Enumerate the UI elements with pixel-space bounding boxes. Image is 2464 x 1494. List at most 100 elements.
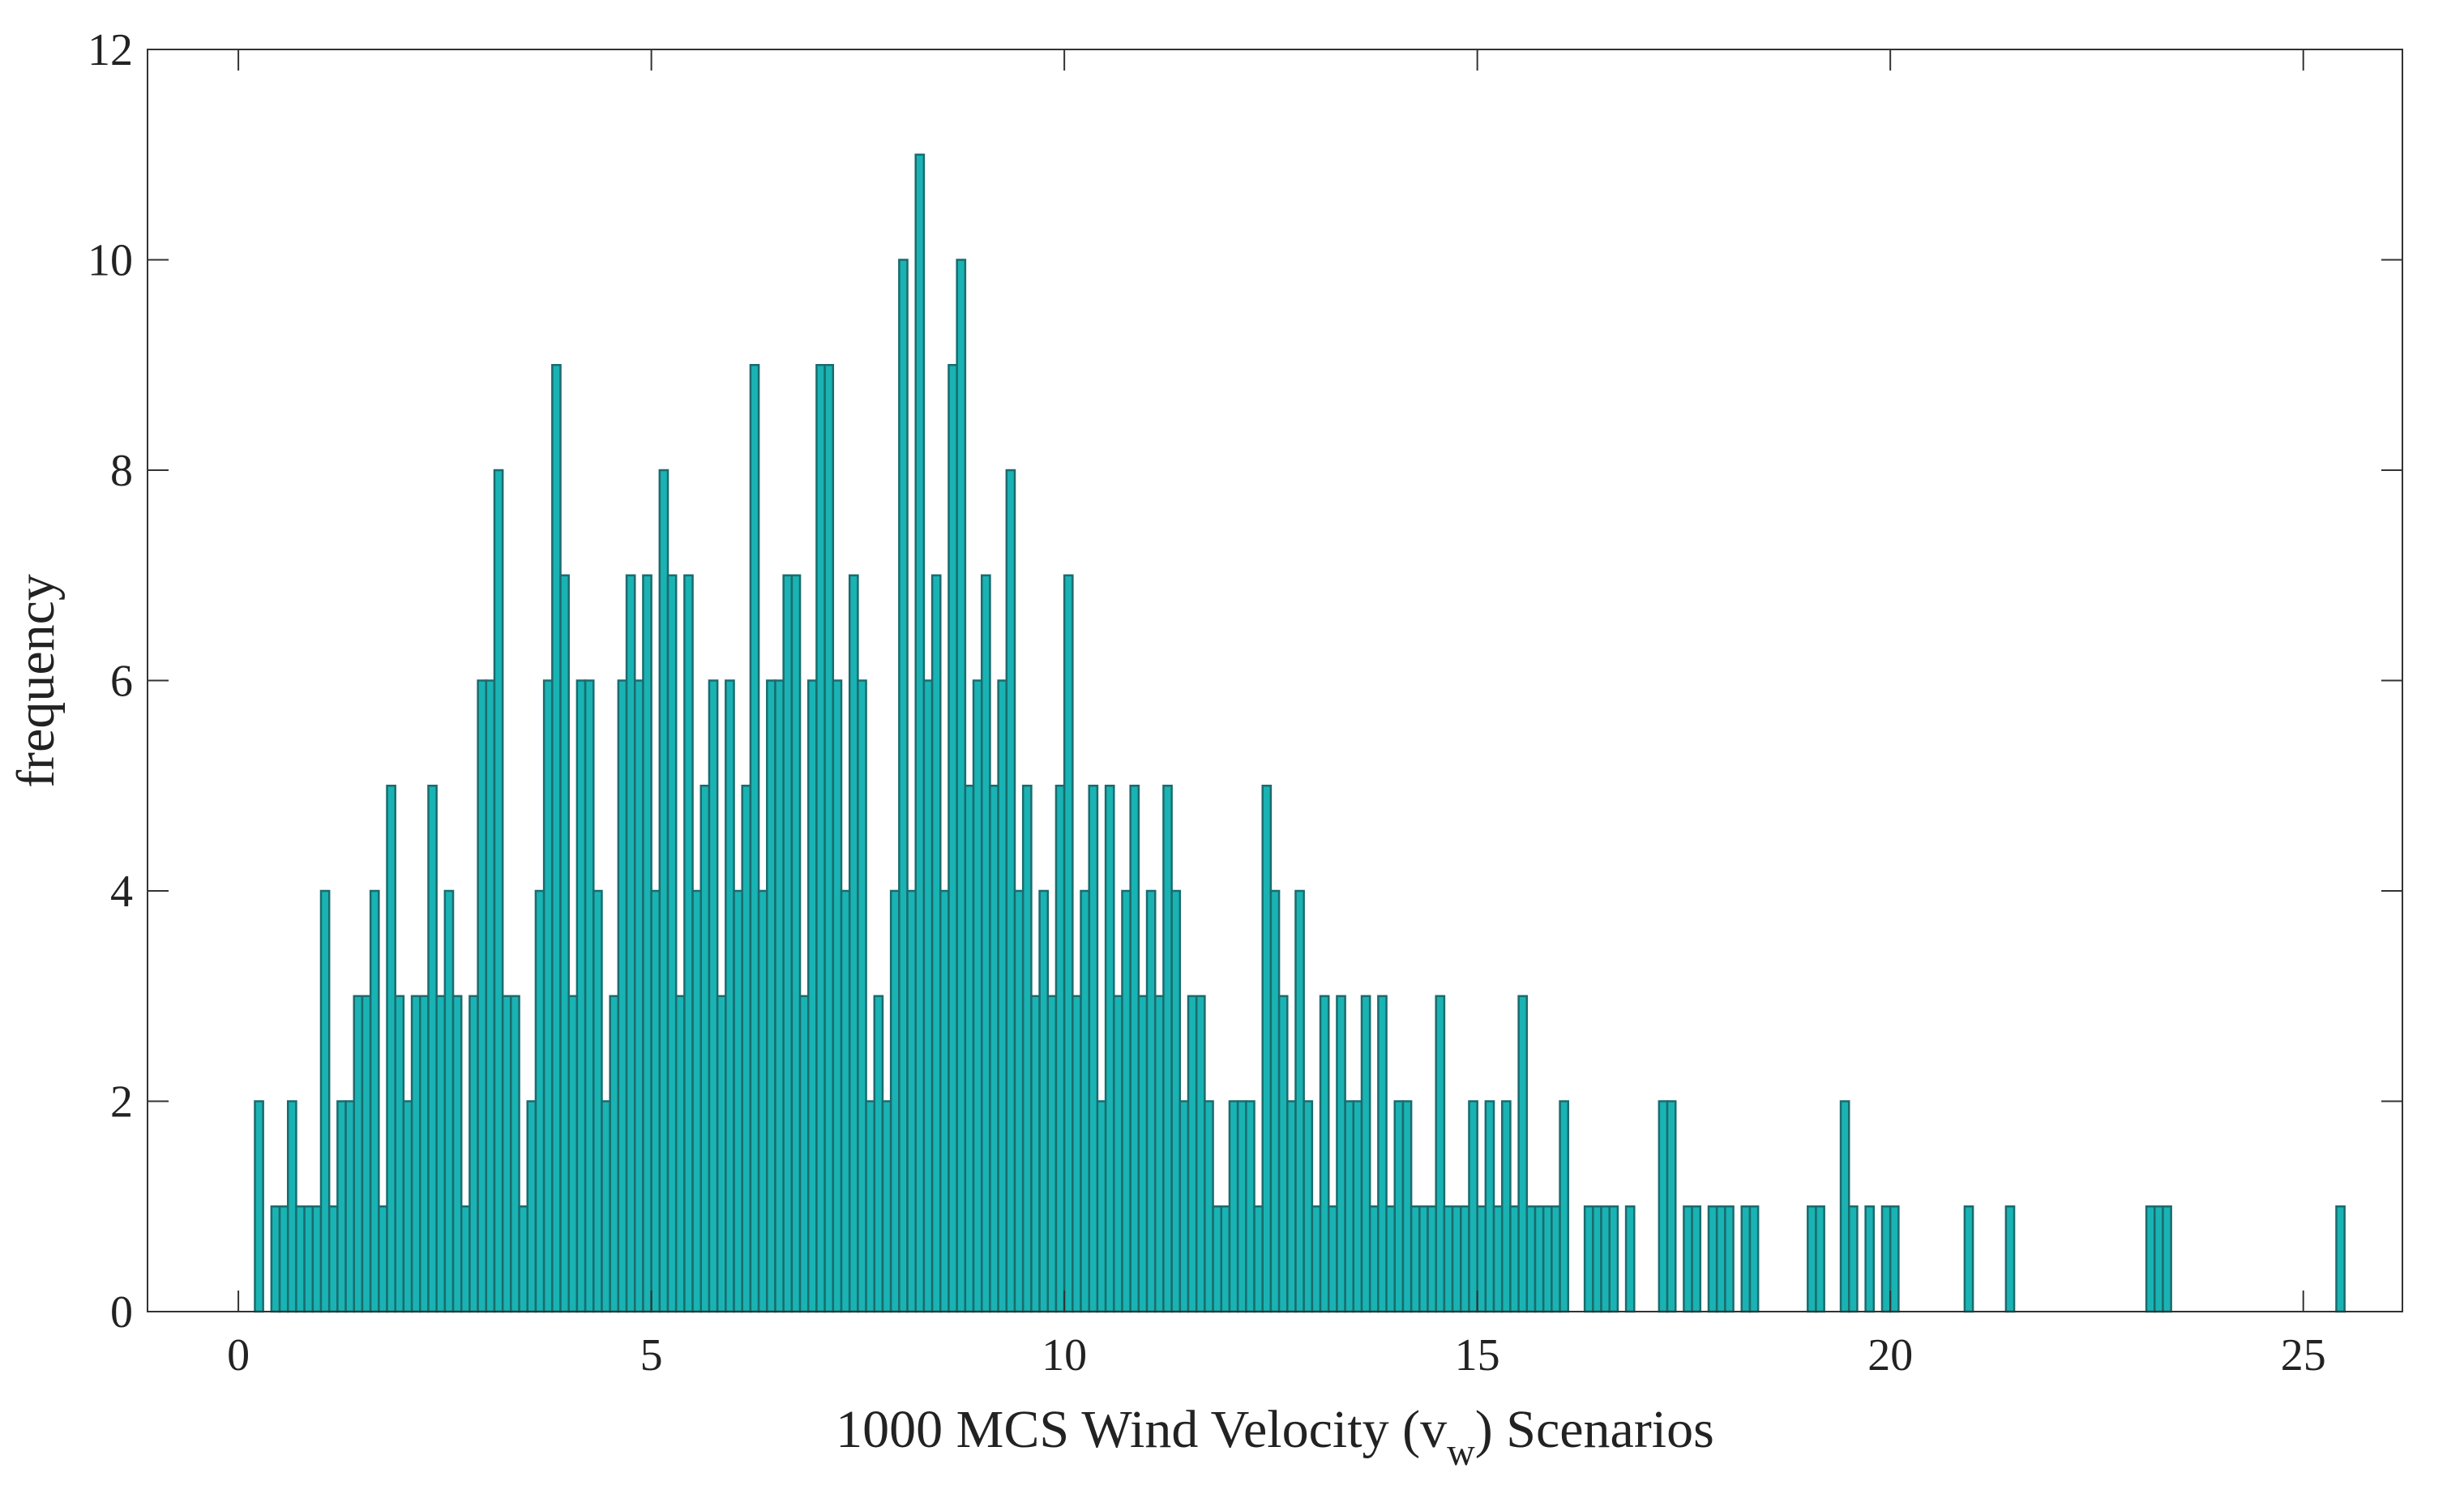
bar [386, 785, 396, 1313]
bar [1360, 995, 1371, 1313]
bar [410, 995, 421, 1313]
bar [518, 1205, 529, 1313]
bar [1807, 1205, 1817, 1313]
bar [898, 259, 909, 1313]
bar [939, 889, 950, 1313]
bar [493, 469, 504, 1313]
bar [369, 889, 380, 1313]
x-tick-label: 5 [640, 1330, 663, 1381]
bar [567, 995, 579, 1313]
bar [1162, 785, 1173, 1313]
bar [989, 785, 999, 1313]
bar [510, 995, 520, 1313]
bar [1451, 1205, 1462, 1313]
bar [1707, 1205, 1718, 1313]
bar [766, 679, 776, 1313]
bar [1088, 785, 1099, 1313]
bar [815, 364, 826, 1313]
y-tick-label: 6 [110, 657, 133, 707]
y-axis-label: frequency [6, 574, 66, 788]
bar [286, 1100, 297, 1313]
bar [303, 1205, 314, 1313]
bar [1410, 1205, 1421, 1313]
bar [1377, 995, 1388, 1313]
x-tick-label: 10 [1042, 1330, 1087, 1381]
bar [270, 1205, 281, 1313]
bar [1368, 1205, 1380, 1313]
bar [716, 995, 727, 1313]
bar [2154, 1205, 2164, 1313]
bar [642, 574, 652, 1313]
bar [1880, 1205, 1892, 1313]
y-tick-label: 8 [110, 446, 133, 496]
bar [477, 679, 488, 1313]
bar [832, 679, 843, 1313]
bar [1484, 1100, 1495, 1313]
bar [658, 469, 669, 1313]
x-tick-label: 15 [1455, 1330, 1500, 1381]
bar [1269, 889, 1281, 1313]
bar [1517, 995, 1529, 1313]
bar [1815, 1205, 1825, 1313]
bar [1220, 1205, 1231, 1313]
bar [559, 574, 570, 1313]
bar [1005, 469, 1016, 1313]
y-tick-label: 0 [110, 1287, 133, 1338]
bar [774, 679, 785, 1313]
bar [1170, 889, 1182, 1313]
bar [353, 995, 364, 1313]
bar [1046, 995, 1058, 1313]
bar [394, 995, 405, 1313]
bar [1864, 1205, 1876, 1313]
bar [2162, 1205, 2172, 1313]
bar [435, 995, 447, 1313]
bar [1385, 1205, 1397, 1313]
bar [666, 574, 678, 1313]
bar [1683, 1205, 1693, 1313]
bar [1336, 995, 1346, 1313]
bar [443, 889, 455, 1313]
bar [254, 1100, 264, 1313]
bar [402, 1100, 413, 1313]
bar [2004, 1205, 2016, 1313]
bar [2335, 1205, 2346, 1313]
bar [1228, 1100, 1239, 1313]
bar [691, 889, 703, 1313]
bar [592, 889, 603, 1313]
x-tick-label: 0 [227, 1330, 250, 1381]
bar [930, 574, 942, 1313]
bar [948, 364, 958, 1313]
bar [336, 1100, 347, 1313]
y-tick-label: 2 [110, 1077, 133, 1128]
bar [708, 679, 719, 1313]
bar [1748, 1205, 1760, 1313]
bar [311, 1205, 323, 1313]
bar [1179, 1100, 1190, 1313]
bar [1427, 1205, 1437, 1313]
bar [972, 679, 983, 1313]
bar [1245, 1100, 1256, 1313]
bar [782, 574, 794, 1313]
bar [1624, 1205, 1636, 1313]
bar [1236, 1100, 1247, 1313]
bar [1583, 1205, 1594, 1313]
bar [1542, 1205, 1553, 1313]
bar [1393, 1100, 1405, 1313]
bar [1468, 1100, 1478, 1313]
bar [485, 679, 496, 1313]
bar [1311, 1205, 1322, 1313]
bar [1080, 889, 1090, 1313]
bar [848, 574, 859, 1313]
bar [1691, 1205, 1702, 1313]
bar [1021, 785, 1033, 1313]
bar [1195, 995, 1206, 1313]
bar [1715, 1205, 1726, 1313]
bar [295, 1205, 306, 1313]
bar [757, 889, 768, 1313]
bar [468, 995, 479, 1313]
bar [1666, 1100, 1677, 1313]
bar [857, 679, 867, 1313]
bar [1963, 1205, 1974, 1313]
bar [1327, 1205, 1338, 1313]
bar [625, 574, 636, 1313]
